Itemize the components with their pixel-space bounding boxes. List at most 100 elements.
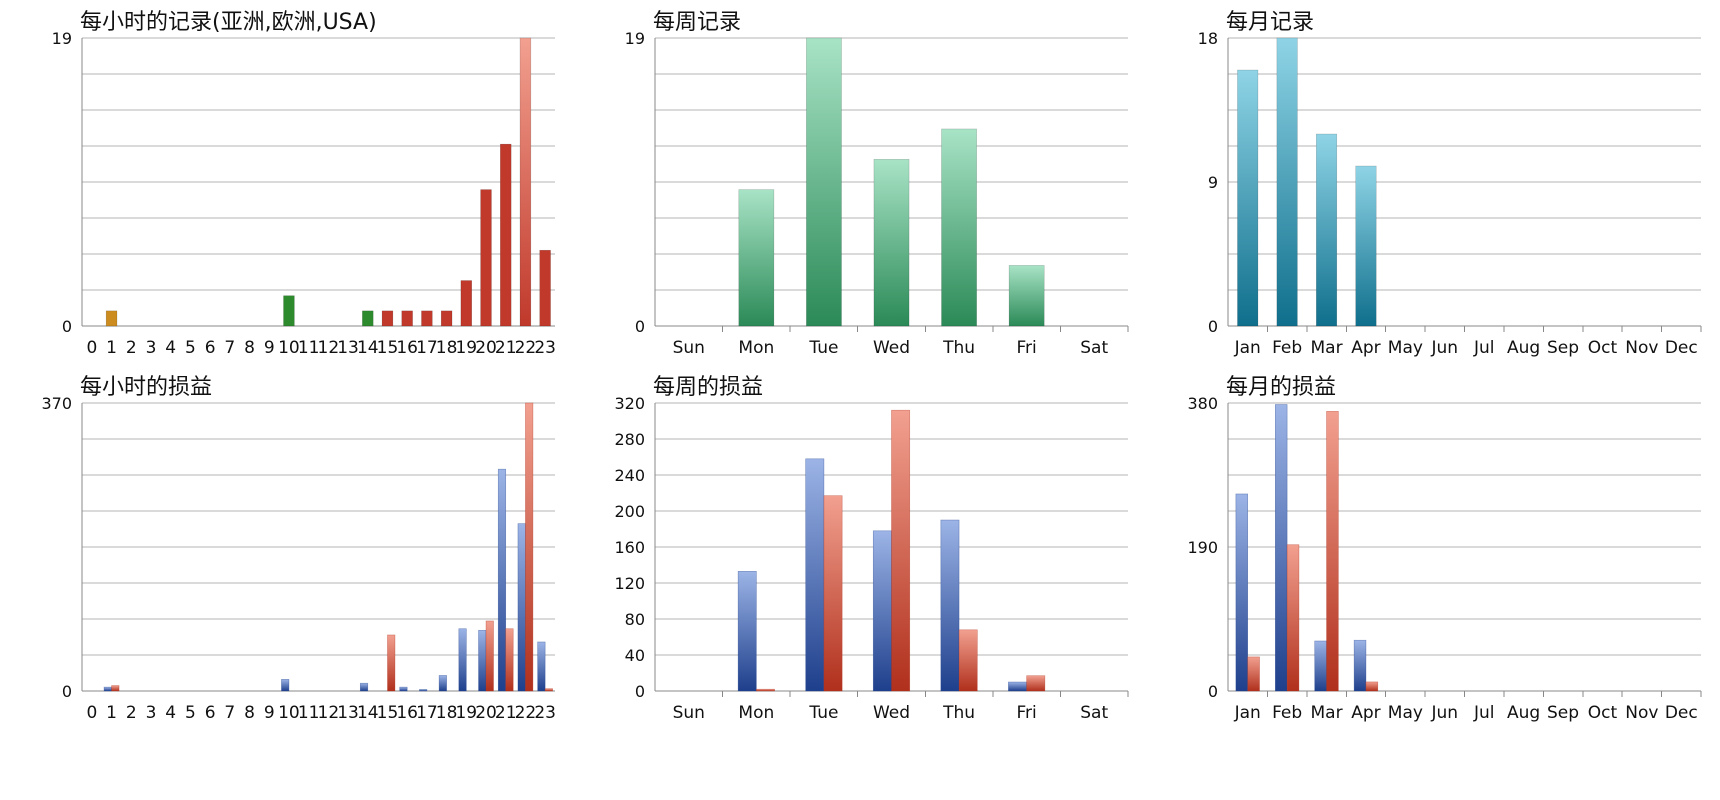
bar-series2 [958,629,978,692]
x-tick-label: 19 [455,338,477,358]
x-tick-label: 11 [298,703,320,723]
bar [738,189,775,327]
bar [480,189,492,327]
x-tick-label: 3 [146,338,157,358]
bar-series1 [1275,404,1288,692]
y-tick-label: 0 [62,682,72,701]
bar-series2 [1026,675,1046,692]
bar-series1 [419,689,428,692]
bar-series1 [517,523,526,692]
x-tick-label: 6 [205,703,216,723]
x-tick-label: Apr [1351,703,1380,723]
x-tick-label: 23 [534,703,556,723]
y-tick-label: 0 [62,317,72,336]
x-tick-label: 23 [534,338,556,358]
x-tick-label: Oct [1588,703,1618,723]
x-tick-label: Jun [1431,338,1459,358]
x-tick-label: 12 [318,703,340,723]
y-tick-label: 240 [614,466,645,485]
y-tick-label: 80 [625,610,645,629]
x-tick-label: 22 [515,338,537,358]
x-tick-label: 4 [165,338,176,358]
x-tick-label: 19 [455,703,477,723]
x-tick-label: 8 [244,703,255,723]
x-tick-label: Sat [1080,338,1108,358]
bar [283,295,295,327]
chart-weekly-pnl-plot: 0 40 80 120 160 200 240 280 320 Sun Mon Tue Wed Thu Fr… [614,394,1129,723]
bar-series2 [823,495,843,692]
bar-series2 [1326,411,1339,692]
x-tick-label: 0 [86,703,97,723]
x-tick-label: Jan [1234,703,1261,723]
x-tick-label: Dec [1665,703,1698,723]
bar [1237,69,1259,327]
y-tick-label: 370 [41,394,72,413]
bar [460,280,472,327]
x-tick-label: Mon [738,703,774,723]
x-tick-label: 20 [475,703,497,723]
bar-series1 [872,530,892,692]
x-tick-label: 1 [106,703,117,723]
x-tick-label: Jul [1473,703,1495,723]
bar-series1 [805,458,825,692]
bar-series1 [940,519,960,692]
x-tick-label: Oct [1588,338,1618,358]
bar [362,310,374,327]
x-tick-label: Mar [1311,338,1343,358]
x-tick-label: Jun [1431,703,1459,723]
bar [500,143,512,327]
bar-series2 [544,688,553,692]
x-tick-label: Wed [873,338,910,358]
x-tick-label: 16 [396,703,418,723]
chart-monthly-records-plot: 0 9 18 Jan Feb Mar Apr May Jun Jul Aug Sep Oct Nov Dec [1198,29,1702,358]
x-tick-label: 9 [264,703,275,723]
bar-series2 [505,628,514,692]
bar-series2 [387,634,396,692]
x-tick-label: Thu [942,703,975,723]
x-tick-label: 9 [264,338,275,358]
x-tick-label: 7 [224,338,235,358]
x-tick-label: 5 [185,338,196,358]
bar [1276,37,1298,327]
chart-title: 每周记录 [653,10,742,35]
x-tick-label: Mar [1311,703,1343,723]
y-tick-label: 380 [1187,394,1218,413]
chart-title: 每小时的记录(亚洲,欧洲,USA) [80,10,377,35]
y-tick-label: 280 [614,430,645,449]
bar-series2 [756,688,775,692]
bar-series1 [1353,639,1367,692]
x-tick-label: 5 [185,703,196,723]
bar-series1 [281,679,290,692]
y-tick-label: 160 [614,538,645,557]
bar [806,37,842,327]
y-tick-label: 190 [1187,538,1218,557]
bar-series1 [399,686,408,692]
chart-monthly-pnl-plot: 0 190 380 Jan Feb Mar Apr May Jun Jul Aug Sep Oct Nov… [1187,394,1702,723]
x-tick-label: 8 [244,338,255,358]
x-tick-label: 18 [436,338,458,358]
bar-series1 [458,628,467,692]
chart-monthly-records: 每月记录 0 9 18 Jan Feb Mar Apr May Jun Jul Aug Sep Oct N… [1146,0,1719,400]
bar [105,310,118,327]
bar-series2 [891,409,911,692]
chart-hourly-records: 每小时的记录(亚洲,欧洲,USA) 0 19 0 1 2 3 4 5 6 7 8 9 10 11 12 13 1… [0,0,573,400]
x-tick-label: 12 [318,338,340,358]
x-tick-label: Wed [873,703,910,723]
bar-series2 [1247,656,1260,692]
x-tick-label: 14 [357,703,379,723]
y-tick-label: 9 [1208,173,1218,192]
x-tick-label: Jul [1473,338,1495,358]
chart-weekly-records: 每周记录 0 19 Sun Mon Tue Wed Thu Fri Sat [573,0,1146,400]
x-tick-label: 4 [165,703,176,723]
x-tick-label: 6 [205,338,216,358]
x-tick-label: Tue [808,338,838,358]
bar [941,128,977,327]
x-tick-label: 15 [377,703,399,723]
chart-title: 每月的损益 [1226,375,1337,400]
x-tick-label: Nov [1625,703,1658,723]
x-tick-label: 11 [298,338,320,358]
x-tick-label: 3 [146,703,157,723]
x-tick-label: Mon [738,338,774,358]
x-tick-label: 1 [106,338,117,358]
